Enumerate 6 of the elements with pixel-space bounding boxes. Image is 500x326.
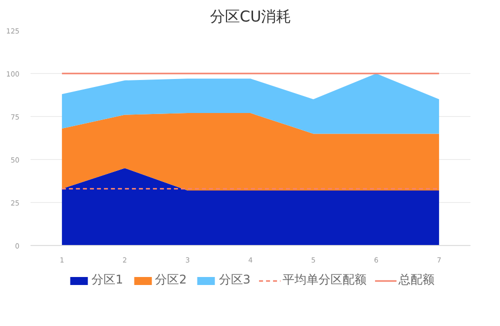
legend-label: 分区1 [92,272,124,288]
legend-label: 分区2 [155,272,187,288]
legend-label: 平均单分区配额 [282,272,366,288]
chart-title: 分区CU消耗 [210,8,292,26]
legend-label: 总配额 [398,272,434,288]
legend-label: 分区3 [218,272,250,288]
